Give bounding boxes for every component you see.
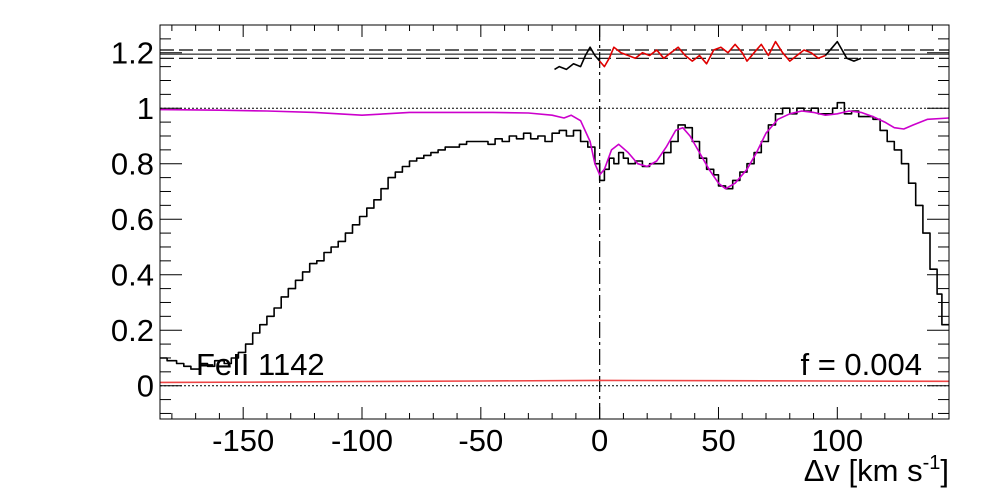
x-tick-label: 100 xyxy=(811,423,863,458)
x-tick-label: -100 xyxy=(331,423,393,458)
x-axis-label-main: Δv [km s xyxy=(804,453,923,488)
series-1 xyxy=(159,108,950,190)
series-4 xyxy=(824,40,862,62)
series-3 xyxy=(599,40,826,68)
annotation-fraction: f = 0.004 xyxy=(800,347,922,382)
x-tick-label: 50 xyxy=(701,423,735,458)
x-tick-label: 0 xyxy=(591,423,608,458)
x-axis-label-exponent: -1 xyxy=(923,452,941,474)
series-0 xyxy=(160,101,949,370)
y-tick-label: 0.8 xyxy=(111,147,154,182)
x-tick-label: -150 xyxy=(212,423,274,458)
axis-ticks xyxy=(160,24,949,419)
axis-tick-labels: -150 -100 -50 0 50 100 0 0.2 0.4 0.6 0.8 1 1.2 xyxy=(111,36,863,458)
y-tick-label: 0.4 xyxy=(111,258,154,293)
plot-background xyxy=(160,25,949,419)
annotation-ion: FeII 1142 xyxy=(196,347,325,382)
series-2 xyxy=(554,46,601,71)
x-axis-label-close: ] xyxy=(940,453,949,488)
x-tick-label: -50 xyxy=(458,423,503,458)
series-layer xyxy=(159,40,950,384)
y-tick-label: 0.2 xyxy=(111,313,154,348)
x-axis-label: Δv [km s-1] xyxy=(804,452,949,488)
plot-frame xyxy=(159,24,950,420)
y-tick-label: 1 xyxy=(137,91,154,126)
y-tick-label: 0 xyxy=(137,369,154,404)
y-tick-label: 1.2 xyxy=(111,36,154,71)
series-5 xyxy=(159,379,950,384)
y-tick-label: 0.6 xyxy=(111,202,154,237)
